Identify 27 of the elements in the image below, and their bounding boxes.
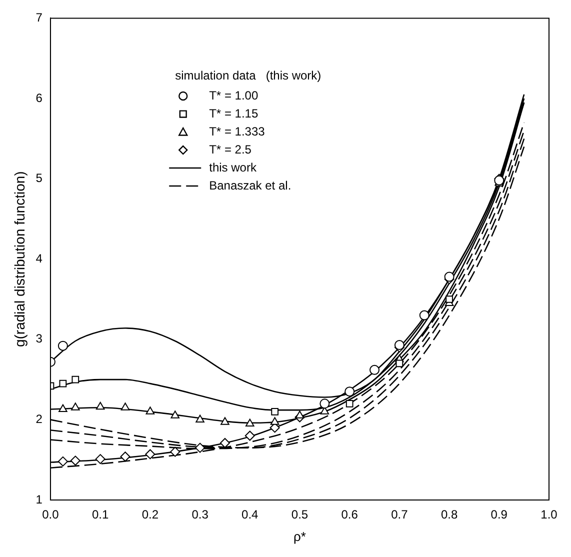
x-tick-label: 1.0: [540, 508, 558, 522]
y-tick-label: 6: [36, 90, 43, 105]
y-tick-label: 5: [36, 171, 43, 186]
x-tick-label: 0.1: [92, 508, 109, 522]
x-axis-title: ρ*: [294, 528, 306, 544]
legend-label: T* = 1.333: [209, 124, 266, 138]
y-tick-label: 7: [36, 10, 43, 25]
y-tick-label: 2: [36, 412, 43, 426]
x-tick-label: 0.8: [440, 508, 458, 522]
x-tick-label: 0.9: [490, 508, 508, 522]
x-tick-label: 0.2: [142, 508, 159, 522]
x-tick-label: 0.6: [341, 508, 358, 522]
legend-label: T* = 1.00: [209, 88, 258, 102]
legend-label: T* = 2.5: [209, 142, 252, 156]
x-tick-label: 0.5: [291, 508, 308, 522]
legend-label: this work: [209, 160, 258, 174]
legend-title: simulation data (this work): [175, 68, 322, 82]
y-tick-label: 4: [36, 251, 43, 266]
x-tick-label: 0.7: [391, 508, 408, 522]
y-tick-label: 3: [36, 332, 43, 346]
legend-label: T* = 1.15: [209, 106, 258, 120]
legend-label: Banaszak et al.: [209, 178, 292, 192]
y-tick-label: 1: [36, 492, 43, 506]
y-axis-title: g(radial distribution function): [11, 171, 28, 348]
x-tick-label: 0.4: [242, 508, 259, 522]
x-tick-label: 0.0: [42, 508, 60, 522]
x-tick-label: 0.3: [192, 508, 209, 522]
